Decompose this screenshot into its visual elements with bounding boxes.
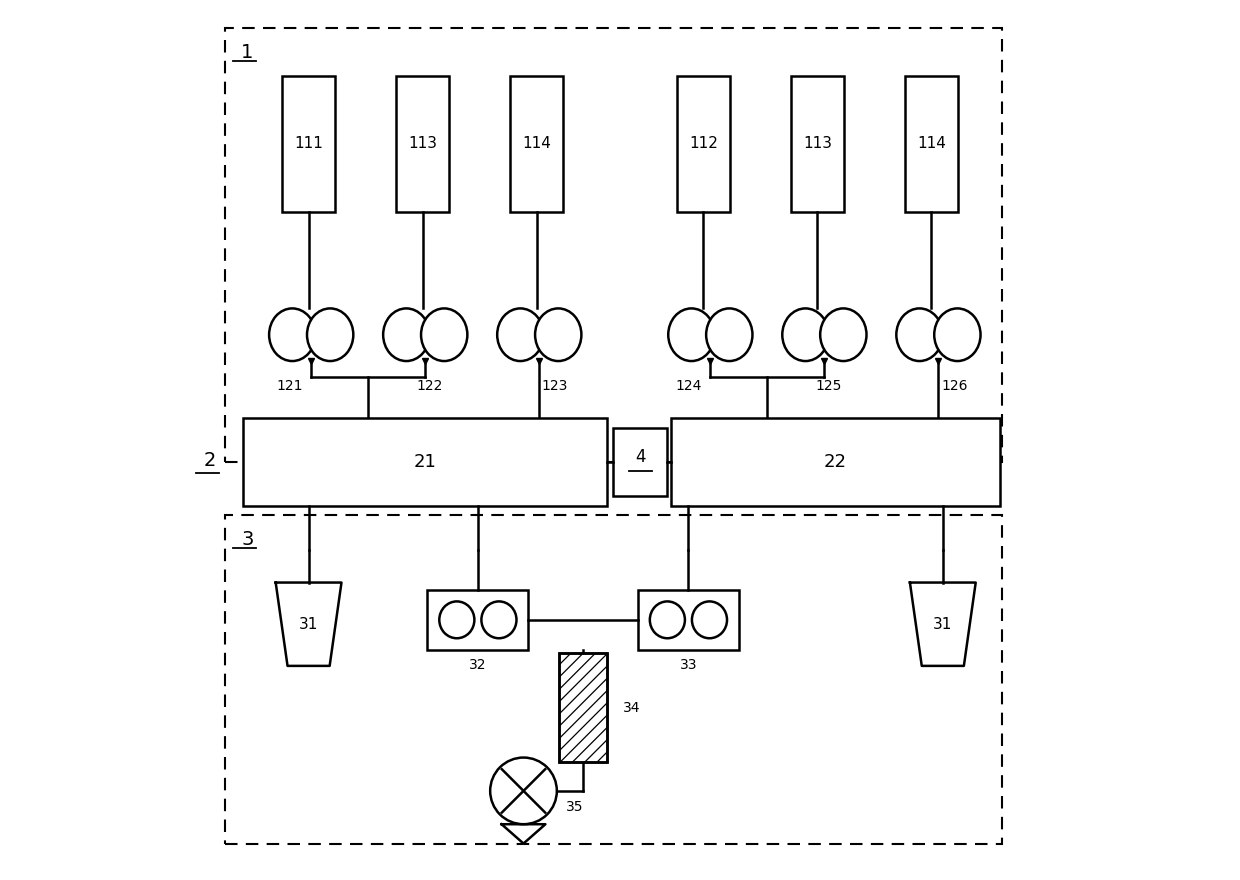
Ellipse shape	[650, 601, 684, 638]
FancyBboxPatch shape	[428, 590, 528, 649]
Text: 111: 111	[294, 136, 324, 151]
Ellipse shape	[439, 601, 475, 638]
Polygon shape	[275, 583, 341, 666]
Text: 31: 31	[299, 617, 319, 632]
Text: 126: 126	[941, 378, 967, 392]
Circle shape	[490, 758, 557, 825]
FancyBboxPatch shape	[397, 76, 449, 212]
Text: 121: 121	[277, 378, 303, 392]
Ellipse shape	[706, 308, 753, 361]
Text: 22: 22	[823, 453, 847, 471]
Text: 112: 112	[689, 136, 718, 151]
Text: 33: 33	[680, 658, 697, 672]
FancyBboxPatch shape	[613, 428, 667, 496]
Ellipse shape	[668, 308, 714, 361]
Text: 114: 114	[916, 136, 946, 151]
FancyBboxPatch shape	[639, 590, 739, 649]
Text: 3: 3	[241, 531, 253, 549]
Text: 34: 34	[622, 700, 641, 715]
Text: 31: 31	[934, 617, 952, 632]
Ellipse shape	[782, 308, 828, 361]
FancyBboxPatch shape	[791, 76, 843, 212]
FancyBboxPatch shape	[677, 76, 729, 212]
FancyBboxPatch shape	[283, 76, 335, 212]
Text: 123: 123	[542, 378, 568, 392]
Text: 113: 113	[408, 136, 438, 151]
Text: 2: 2	[203, 451, 216, 470]
Ellipse shape	[934, 308, 981, 361]
Ellipse shape	[422, 308, 467, 361]
Ellipse shape	[692, 601, 727, 638]
Ellipse shape	[897, 308, 942, 361]
Ellipse shape	[820, 308, 867, 361]
Ellipse shape	[308, 308, 353, 361]
Text: 4: 4	[635, 448, 646, 466]
Text: 1: 1	[241, 43, 253, 62]
FancyBboxPatch shape	[511, 76, 563, 212]
Ellipse shape	[481, 601, 517, 638]
Text: 21: 21	[413, 453, 436, 471]
FancyBboxPatch shape	[905, 76, 957, 212]
Text: 113: 113	[802, 136, 832, 151]
FancyBboxPatch shape	[243, 418, 606, 506]
Ellipse shape	[497, 308, 543, 361]
Text: 32: 32	[469, 658, 486, 672]
Text: 122: 122	[417, 378, 443, 392]
Polygon shape	[910, 583, 976, 666]
Text: 35: 35	[565, 800, 583, 814]
Text: 125: 125	[816, 378, 842, 392]
Ellipse shape	[536, 308, 582, 361]
Ellipse shape	[269, 308, 315, 361]
FancyBboxPatch shape	[559, 653, 608, 762]
Text: 114: 114	[522, 136, 551, 151]
Polygon shape	[501, 825, 546, 844]
Ellipse shape	[383, 308, 429, 361]
FancyBboxPatch shape	[671, 418, 999, 506]
Text: 124: 124	[676, 378, 702, 392]
